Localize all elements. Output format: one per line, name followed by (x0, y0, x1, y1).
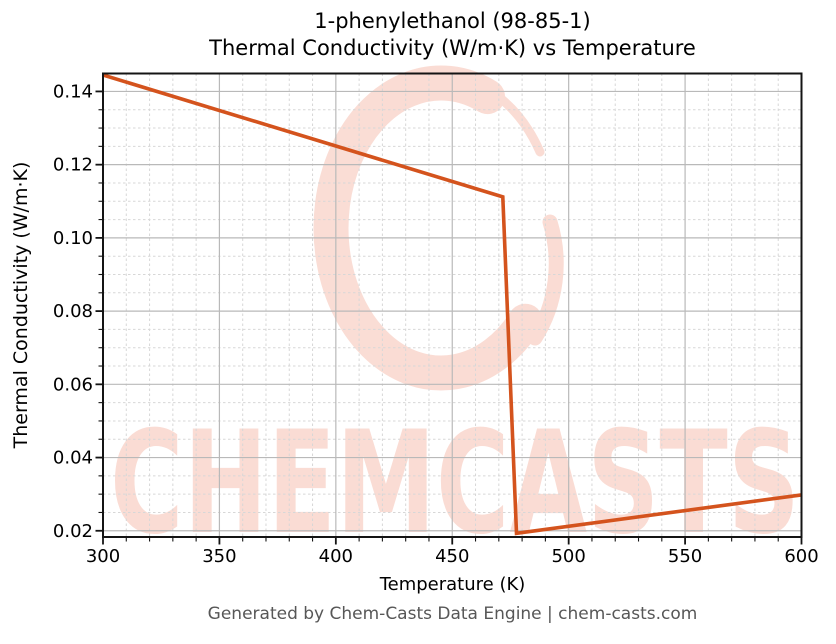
x-tick-label: 400 (319, 546, 353, 567)
chart-title: 1-phenylethanol (98-85-1) Thermal Conduc… (103, 8, 802, 62)
y-axis-label: Thermal Conductivity (W/m·K) (10, 161, 32, 449)
x-tick-label: 450 (435, 546, 469, 567)
y-tick-label: 0.14 (53, 81, 93, 102)
x-tick-label: 550 (668, 546, 702, 567)
y-tick-label: 0.04 (53, 448, 93, 469)
chart-title-line2: Thermal Conductivity (W/m·K) vs Temperat… (209, 36, 696, 60)
y-tick-label: 0.10 (53, 228, 93, 249)
footer-credit: Generated by Chem-Casts Data Engine | ch… (207, 604, 698, 624)
plot-border (102, 72, 803, 538)
x-axis-label: Temperature (K) (379, 574, 526, 595)
x-tick-label: 300 (86, 546, 120, 567)
y-tick-label: 0.02 (53, 521, 93, 542)
x-tick-labels: 300 350 400 450 500 550 600 (86, 546, 819, 567)
x-tick-label: 500 (551, 546, 585, 567)
y-tick-label: 0.12 (53, 155, 93, 176)
watermark-logo-ring (313, 65, 543, 391)
watermark-text: CHEMCASTS (110, 401, 800, 566)
x-tick-label: 600 (784, 546, 818, 567)
y-tick-label: 0.06 (53, 374, 93, 395)
watermark-logo-swoosh (492, 91, 545, 157)
axis-ticks (95, 90, 803, 545)
y-tick-labels: 0.02 0.04 0.06 0.08 0.10 0.12 0.14 (53, 81, 93, 541)
x-tick-label: 350 (202, 546, 236, 567)
chart-title-line1: 1-phenylethanol (98-85-1) (314, 9, 591, 33)
watermark: CHEMCASTS (110, 65, 800, 566)
y-tick-label: 0.08 (53, 301, 93, 322)
watermark-logo-crescent (527, 214, 564, 346)
series-line-thermal-conductivity (103, 73, 802, 536)
